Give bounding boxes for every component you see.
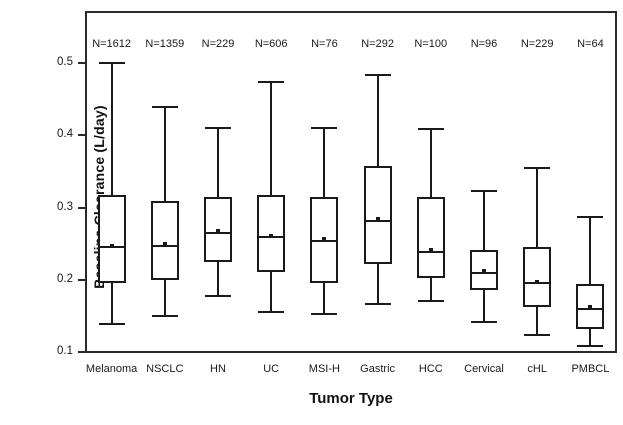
n-count-label: N=606	[254, 38, 288, 50]
upper-whisker-cap	[151, 106, 178, 109]
n-count-label: N=1612	[92, 38, 132, 50]
y-axis-tick	[78, 206, 85, 209]
y-axis-tick	[78, 278, 85, 281]
n-count-label: N=229	[201, 38, 235, 50]
mean-marker	[375, 217, 380, 222]
upper-whisker-cap	[577, 215, 604, 218]
lower-whisker-cap	[98, 322, 125, 325]
lower-whisker-cap	[258, 311, 285, 314]
n-count-label: N=76	[311, 38, 338, 50]
lower-whisker-cap	[205, 294, 231, 297]
lower-whisker-cap	[364, 302, 391, 305]
mean-marker	[535, 279, 540, 284]
x-axis-title: Tumor Type	[309, 390, 393, 407]
y-axis-tick-label: 0.4	[57, 128, 73, 141]
lower-whisker-cap	[151, 314, 178, 317]
n-count-label: N=100	[414, 38, 448, 50]
x-category-label: Cervical	[464, 363, 504, 375]
upper-whisker-cap	[205, 127, 231, 130]
n-count-label: N=64	[577, 38, 604, 50]
upper-whisker-cap	[364, 74, 391, 77]
n-count-label: N=229	[520, 38, 554, 50]
n-count-label: N=96	[470, 38, 498, 50]
mean-marker	[322, 237, 327, 242]
y-axis-tick-label: 0.5	[57, 56, 73, 68]
iqr-box	[363, 166, 392, 264]
mean-marker	[109, 243, 114, 248]
whisker-line	[589, 216, 592, 347]
upper-whisker-cap	[417, 128, 444, 131]
iqr-box	[257, 195, 286, 272]
x-category-label: Gastric	[360, 363, 396, 375]
mean-marker	[269, 233, 274, 238]
whisker-line	[110, 63, 113, 324]
lower-whisker-cap	[471, 321, 497, 324]
mean-marker	[216, 229, 220, 234]
lower-whisker-cap	[524, 333, 551, 336]
iqr-box	[416, 196, 445, 279]
iqr-box	[150, 201, 179, 281]
n-count-label: N=292	[361, 38, 394, 50]
mean-marker	[482, 269, 486, 274]
y-axis-tick	[78, 134, 85, 137]
lower-whisker-cap	[417, 299, 444, 302]
plot-area: Baseline Clearance (L/day) 0.10.20.30.40…	[57, 11, 617, 375]
x-category-label: cHL	[527, 363, 547, 375]
upper-whisker-cap	[471, 189, 497, 192]
upper-whisker-cap	[311, 127, 338, 130]
n-count-label: N=1359	[145, 38, 185, 50]
lower-whisker-cap	[311, 313, 338, 316]
y-axis-tick-label: 0.1	[57, 344, 73, 357]
x-category-label: HN	[210, 363, 226, 375]
upper-whisker-cap	[98, 62, 125, 64]
mean-marker	[588, 305, 593, 310]
iqr-box	[523, 247, 552, 308]
upper-whisker-cap	[258, 80, 285, 83]
mean-marker	[162, 242, 167, 247]
y-axis-tick-label: 0.3	[57, 200, 73, 213]
y-axis-tick	[78, 62, 85, 64]
upper-whisker-cap	[524, 167, 551, 170]
x-category-label: Melanoma	[85, 363, 138, 375]
y-axis-tick	[78, 350, 85, 353]
y-axis-tick-label: 0.2	[57, 272, 73, 285]
x-category-label: MSI-H	[308, 363, 340, 375]
iqr-box	[97, 195, 126, 284]
x-category-label: HCC	[418, 363, 443, 375]
x-category-label: PMBCL	[571, 363, 610, 375]
x-category-label: NSCLC	[146, 363, 184, 375]
lower-whisker-cap	[577, 345, 604, 348]
x-category-label: UC	[263, 363, 280, 375]
mean-marker	[428, 248, 433, 253]
